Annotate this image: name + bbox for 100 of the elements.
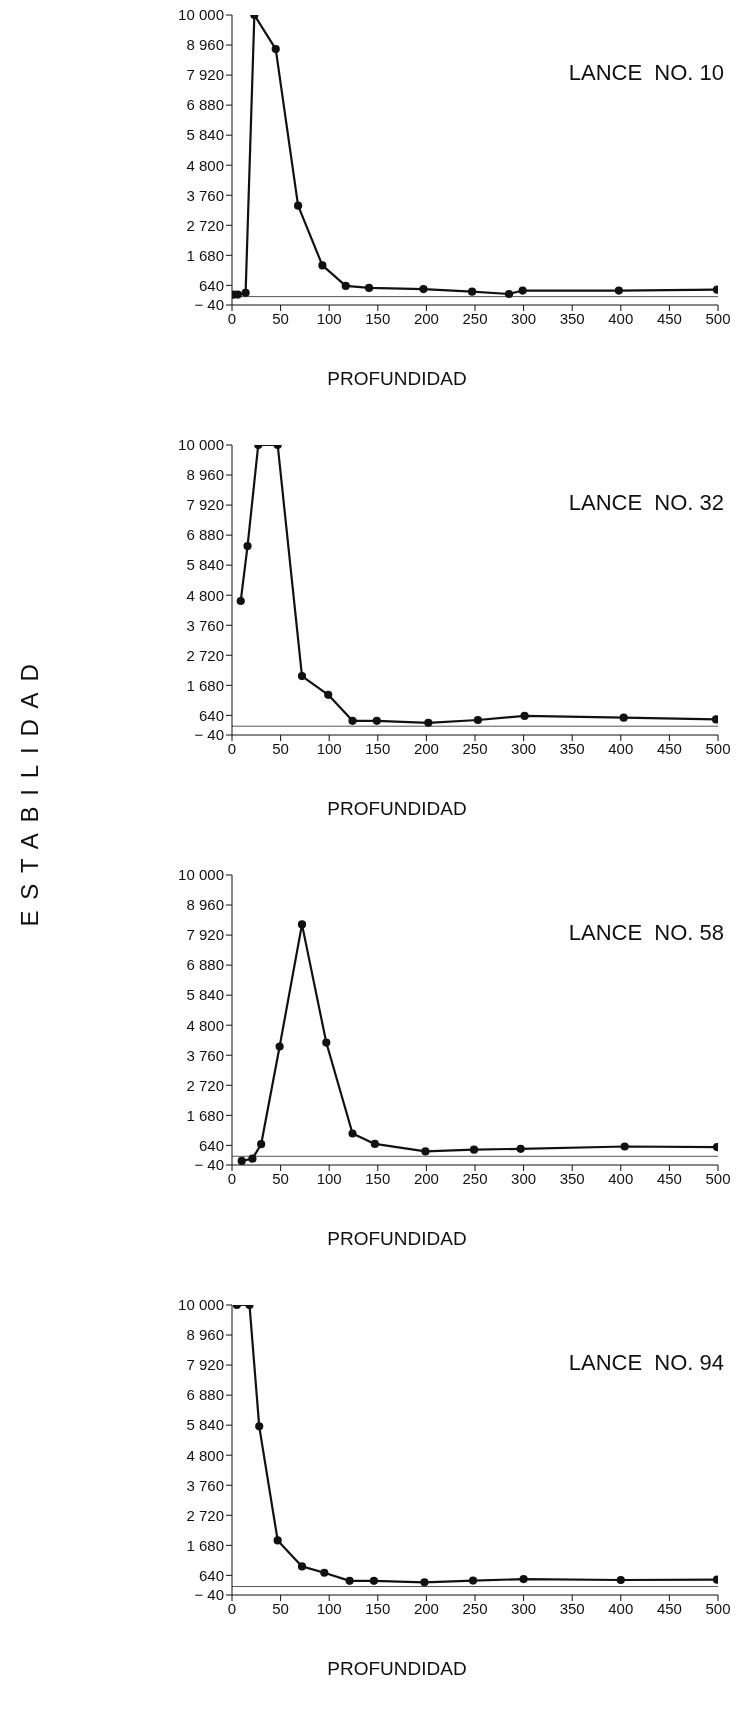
point (243, 542, 252, 551)
x-tick-label: 500 (705, 739, 731, 757)
point (424, 718, 433, 727)
point (519, 1575, 528, 1584)
y-tick-label: 8 960 (186, 1326, 224, 1344)
y-tick-label: 5 840 (186, 1416, 224, 1434)
y-tick-label: 3 760 (186, 186, 224, 204)
x-tick-label: 200 (413, 1599, 439, 1617)
x-tick-label: 300 (511, 1169, 537, 1187)
point (271, 44, 280, 54)
y-tick-label: 640 (198, 706, 224, 724)
x-tick-label: 350 (559, 1599, 585, 1617)
point (504, 289, 514, 299)
x-tick-label: 500 (705, 1169, 731, 1187)
x-tick-label: 150 (365, 309, 391, 327)
point (620, 1142, 629, 1151)
point (369, 1576, 379, 1585)
y-tick-label: 1 680 (186, 1536, 224, 1554)
x-tick-label: 200 (413, 309, 439, 327)
x-tick-label: 50 (272, 1599, 289, 1617)
text: LANCE NO. 94 (568, 1350, 724, 1376)
x-tick-label: 450 (656, 1599, 682, 1617)
x-tick-label: 200 (413, 1169, 439, 1187)
x-tick-label: 0 (227, 1169, 237, 1187)
x-tick-label: 300 (511, 1599, 537, 1617)
y-tick-label: 640 (198, 1566, 224, 1584)
point (516, 1144, 525, 1153)
y-tick-label: 5 840 (186, 986, 224, 1004)
point (320, 1568, 329, 1577)
y-tick-label: 2 720 (186, 216, 224, 234)
y-tick-label: 2 720 (186, 646, 224, 664)
point (469, 1145, 479, 1154)
x-tick-label: 0 (227, 309, 237, 327)
point (248, 1154, 257, 1163)
x-tick-label: 350 (559, 1169, 585, 1187)
x-tick-label: 350 (559, 739, 585, 757)
x-tick-label: 100 (316, 309, 342, 327)
y-tick-label: 4 800 (186, 1446, 224, 1464)
point (273, 1536, 282, 1545)
point (348, 1129, 357, 1138)
y-tick-label: 640 (198, 1136, 224, 1154)
y-tick-label: − 40 (194, 1156, 224, 1174)
point (324, 690, 333, 699)
y-tick-label: 8 960 (186, 466, 224, 484)
y-tick-label: 4 800 (186, 586, 224, 604)
y-tick-label: 3 760 (186, 616, 224, 634)
y-tick-label: 5 840 (186, 126, 224, 144)
point (255, 1422, 264, 1431)
point (257, 1140, 266, 1149)
x-tick-label: 150 (365, 1169, 391, 1187)
y-tick-label: 10 000 (178, 6, 224, 24)
point (275, 1042, 284, 1051)
point (372, 716, 381, 725)
y-tick-label: 2 720 (186, 1076, 224, 1094)
y-tick-label: − 40 (194, 1586, 224, 1604)
y-tick-label: 10 000 (178, 1296, 224, 1314)
x-tick-label: 50 (272, 739, 289, 757)
y-tick-label: 7 920 (186, 496, 224, 514)
x-axis-title: PROFUNDIDAD (327, 1228, 467, 1249)
y-tick-label: 6 880 (186, 96, 224, 114)
x-tick-label: 50 (272, 309, 289, 327)
x-tick-label: 350 (559, 309, 585, 327)
point (711, 715, 718, 724)
x-tick-label: 150 (365, 1599, 391, 1617)
point (341, 281, 350, 291)
x-axis-title: PROFUNDIDAD (327, 798, 467, 819)
y-tick-label: 7 920 (186, 66, 224, 84)
x-tick-label: 250 (462, 1599, 488, 1617)
x-tick-label: 400 (608, 1599, 634, 1617)
point (614, 286, 623, 295)
y-tick-label: 4 800 (186, 156, 224, 174)
point (297, 920, 307, 929)
x-tick-label: 100 (316, 1169, 342, 1187)
y-tick-label: 4 800 (186, 1016, 224, 1034)
x-tick-label: 450 (656, 1169, 682, 1187)
point (616, 1575, 625, 1585)
y-tick-label: 10 000 (178, 436, 224, 454)
x-tick-label: 250 (462, 739, 488, 757)
y-tick-label: − 40 (194, 296, 224, 314)
y-tick-label: 1 680 (186, 1106, 224, 1124)
point (473, 715, 483, 725)
x-tick-label: 450 (656, 309, 682, 327)
x-tick-label: 200 (413, 739, 439, 757)
x-tick-label: 250 (462, 309, 488, 327)
y-tick-label: 6 880 (186, 956, 224, 974)
point (297, 671, 307, 681)
y-tick-label: 3 760 (186, 1476, 224, 1494)
point (370, 1139, 379, 1149)
point (345, 1576, 354, 1585)
x-tick-label: 150 (365, 739, 391, 757)
y-tick-label: 1 680 (186, 676, 224, 694)
x-tick-label: 300 (511, 309, 537, 327)
y-tick-label: 2 720 (186, 1506, 224, 1524)
x-tick-label: 500 (705, 1599, 731, 1617)
x-tick-label: 450 (656, 739, 682, 757)
y-tick-label: − 40 (194, 726, 224, 744)
text: LANCE NO. 32 (568, 490, 724, 516)
point (237, 1156, 246, 1165)
x-tick-label: 50 (272, 1169, 289, 1187)
x-tick-label: 0 (227, 1599, 237, 1617)
